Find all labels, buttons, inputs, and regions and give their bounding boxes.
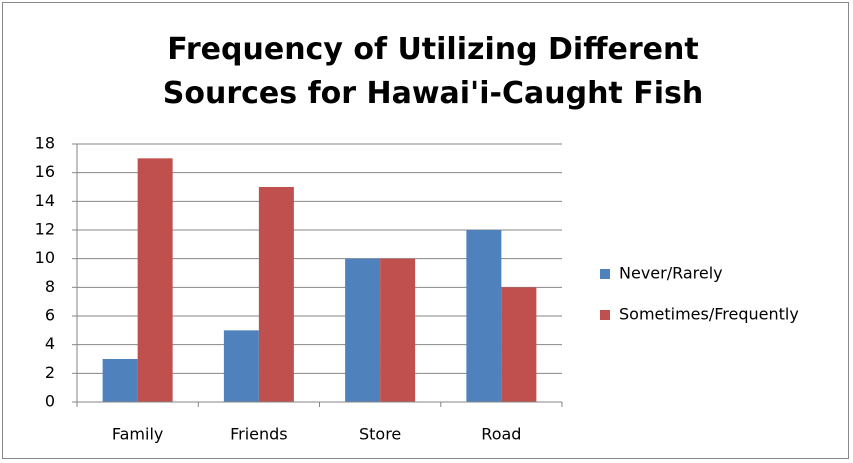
- y-tick-label: 2: [45, 363, 55, 382]
- y-tick-label: 6: [45, 306, 55, 325]
- bar: [380, 258, 416, 402]
- chart-title: Frequency of Utilizing Different Sources…: [162, 32, 704, 111]
- y-tick-label: 8: [45, 277, 55, 296]
- legend-label: Sometimes/Frequently: [619, 305, 799, 324]
- x-tick-label: Road: [481, 425, 521, 444]
- y-tick-label: 10: [35, 248, 55, 267]
- bar: [223, 330, 259, 402]
- y-tick-label: 4: [45, 334, 55, 353]
- y-tick-label: 16: [35, 162, 55, 181]
- legend-swatch: [600, 269, 610, 279]
- x-tick-label: Friends: [230, 425, 288, 444]
- y-tick-label: 14: [35, 191, 55, 210]
- bar: [501, 287, 537, 402]
- legend-label: Never/Rarely: [619, 264, 723, 283]
- bar: [466, 230, 502, 402]
- y-tick-label: 0: [45, 392, 55, 411]
- x-tick-label: Store: [359, 425, 401, 444]
- x-tick-label: Family: [112, 425, 163, 444]
- legend-swatch: [600, 310, 610, 320]
- y-tick-label: 12: [35, 220, 55, 239]
- bar: [258, 187, 294, 402]
- y-tick-label: 18: [35, 134, 55, 153]
- bar: [345, 258, 381, 402]
- bar: [102, 359, 138, 402]
- bar: [137, 158, 173, 402]
